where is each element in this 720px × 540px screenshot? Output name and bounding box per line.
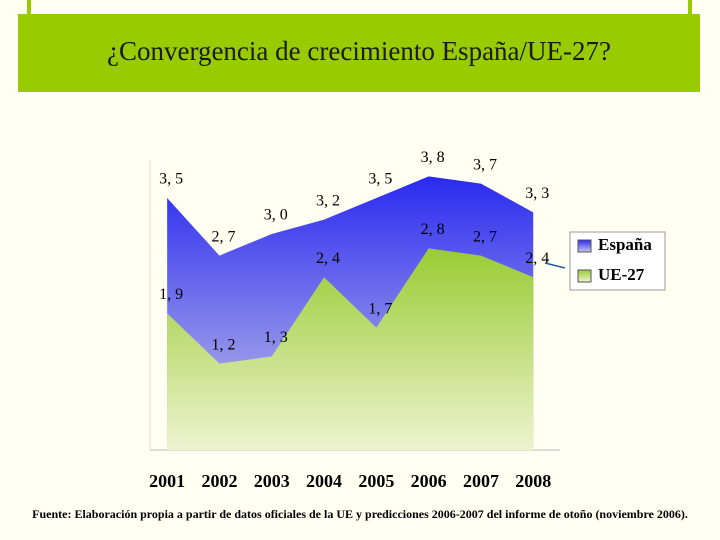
data-label: 3, 8	[421, 149, 445, 166]
data-label: 3, 5	[159, 171, 183, 188]
pointer-arrow	[544, 262, 566, 269]
legend-label: España	[598, 235, 652, 254]
legend-swatch	[577, 269, 592, 283]
chart-title: ¿Convergencia de crecimiento España/UE-2…	[107, 36, 611, 66]
area	[167, 248, 534, 450]
data-label: 2, 8	[421, 221, 445, 238]
source-note: Fuente: Elaboración propia a partir de d…	[32, 507, 688, 521]
x-tick-label: 2005	[358, 471, 394, 491]
data-label: 1, 3	[264, 329, 288, 346]
legend-label: UE-27	[598, 265, 645, 284]
data-label: 1, 7	[368, 300, 392, 317]
data-label: 2, 7	[473, 228, 497, 245]
x-tick-label: 2002	[201, 471, 237, 491]
data-label: 2, 4	[525, 250, 549, 267]
x-tick-label: 2006	[411, 471, 447, 491]
data-label: 3, 2	[316, 192, 340, 209]
data-label: 1, 9	[159, 286, 183, 303]
data-label: 3, 0	[264, 207, 288, 224]
x-tick-label: 2008	[515, 471, 551, 491]
legend-swatch	[577, 239, 592, 253]
x-tick-label: 2007	[463, 471, 499, 491]
title-bar	[18, 14, 700, 92]
x-tick-label: 2001	[149, 471, 185, 491]
data-label: 3, 7	[473, 156, 497, 173]
data-label: 2, 4	[316, 250, 340, 267]
x-tick-label: 2003	[254, 471, 290, 491]
data-label: 1, 2	[211, 336, 235, 353]
data-label: 2, 7	[211, 228, 235, 245]
data-label: 3, 5	[368, 171, 392, 188]
data-label: 3, 3	[525, 185, 549, 202]
x-tick-label: 2004	[306, 471, 342, 491]
